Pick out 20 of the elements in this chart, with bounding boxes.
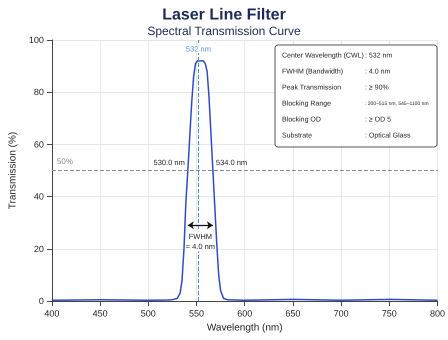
y-tick-label: 60 <box>34 139 44 150</box>
y-tick-label: 20 <box>34 244 44 254</box>
chart-title: Laser Line Filter <box>162 6 286 24</box>
x-tick-label: 800 <box>430 308 446 318</box>
y-tick-label: 80 <box>34 87 44 98</box>
x-axis-title: Wavelength (nm) <box>206 322 283 334</box>
y-tick-label: 40 <box>34 192 44 202</box>
x-tick-label: 700 <box>334 308 349 318</box>
x-tick-label: 600 <box>237 308 252 318</box>
x-tick-label: 450 <box>92 308 108 318</box>
y-axis-title: Transmission (%) <box>8 132 18 210</box>
y-tick-label: 100 <box>28 35 44 45</box>
x-tick-label: 500 <box>140 308 156 318</box>
x-tick-label: 400 <box>44 308 60 318</box>
x-tick-label: 650 <box>285 308 300 318</box>
y-tick-label: 0 <box>38 296 44 306</box>
chart-subtitle: Spectral Transmission Curve <box>147 24 302 38</box>
x-tick-label: 550 <box>188 308 204 318</box>
x-tick-label: 750 <box>382 308 397 318</box>
ref-line-label: 50% <box>56 157 73 166</box>
